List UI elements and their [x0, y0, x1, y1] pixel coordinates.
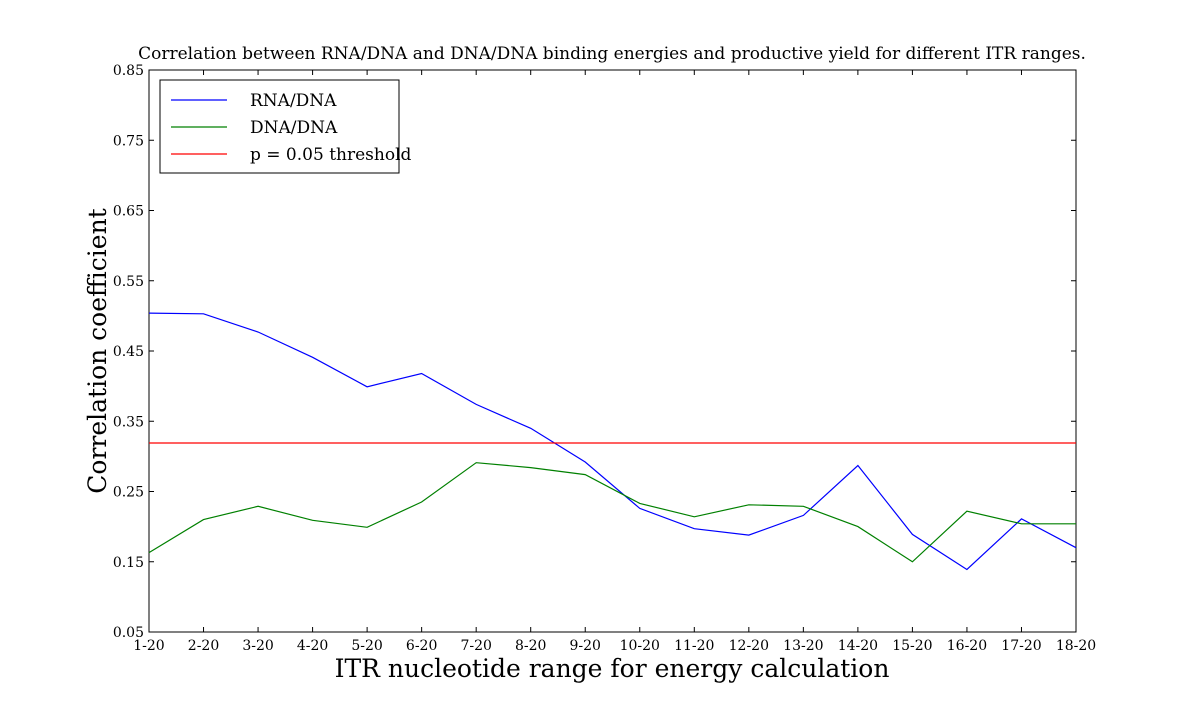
x-tick-label: 11-20	[674, 638, 714, 654]
x-tick-label: 10-20	[620, 638, 660, 654]
axis-ticks	[148, 69, 1077, 633]
legend-entry-label: p = 0.05 threshold	[250, 145, 412, 165]
x-tick-label: 16-20	[947, 638, 987, 654]
x-tick-label: 15-20	[892, 638, 932, 654]
x-tick-label: 1-20	[133, 638, 164, 654]
y-tick-label: 0.25	[113, 485, 144, 501]
y-tick-label: 0.75	[113, 133, 144, 149]
x-axis-label: ITR nucleotide range for energy calculat…	[335, 654, 890, 683]
y-tick-label: 0.35	[113, 414, 144, 430]
chart-title: Correlation between RNA/DNA and DNA/DNA …	[138, 44, 1086, 64]
x-tick-label: 2-20	[188, 638, 219, 654]
legend-entry-label: DNA/DNA	[250, 118, 338, 138]
series-line-dna-dna	[148, 462, 1076, 563]
x-tick-label: 7-20	[460, 638, 491, 654]
series-line-rna-dna	[148, 312, 1077, 571]
x-tick-label: 3-20	[242, 638, 273, 654]
tick-labels: 1-20 2-20 3-20 4-20 5-20 6-20 7-20 8-20 9-20 10-2…	[113, 63, 1096, 654]
x-tick-label: 12-20	[729, 638, 769, 654]
y-tick-label: 0.85	[113, 63, 144, 79]
y-tick-label: 0.45	[113, 344, 144, 360]
legend-entry-label: RNA/DNA	[250, 91, 337, 111]
x-tick-label: 14-20	[838, 638, 878, 654]
y-tick-label: 0.15	[113, 555, 144, 571]
x-tick-label: 6-20	[406, 638, 437, 654]
x-tick-label: 9-20	[570, 638, 601, 654]
x-tick-label: 13-20	[783, 638, 823, 654]
x-tick-label: 4-20	[297, 638, 328, 654]
series-lines	[148, 312, 1077, 571]
x-tick-label: 8-20	[515, 638, 546, 654]
y-tick-label: 0.05	[113, 625, 144, 641]
x-tick-label: 18-20	[1056, 638, 1096, 654]
legend: RNA/DNA DNA/DNA p = 0.05 threshold	[159, 79, 412, 174]
y-tick-label: 0.65	[113, 204, 144, 220]
y-axis-label: Correlation coefficient	[83, 208, 112, 493]
y-tick-label: 0.55	[113, 274, 144, 290]
x-tick-label: 5-20	[351, 638, 382, 654]
x-tick-label: 17-20	[1001, 638, 1041, 654]
